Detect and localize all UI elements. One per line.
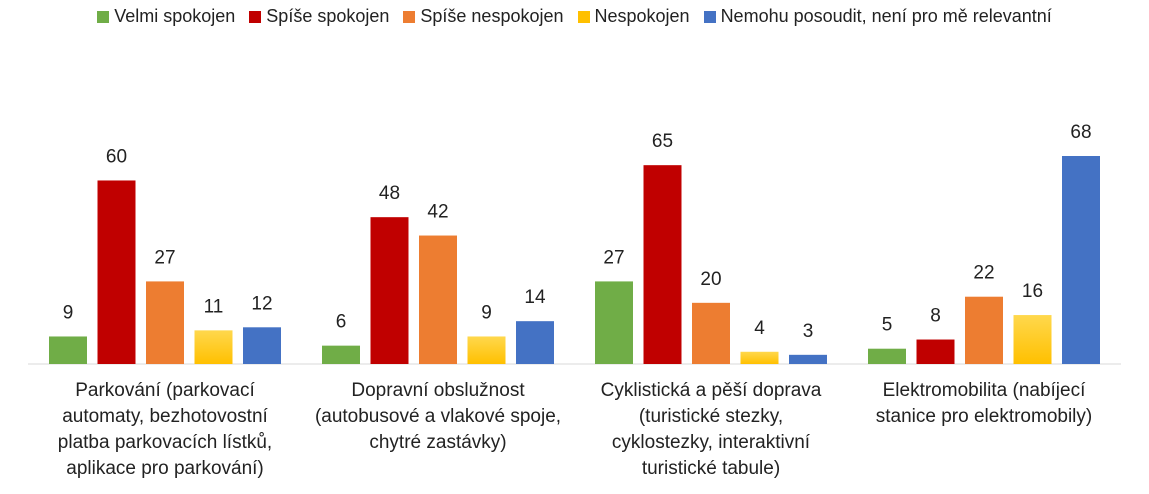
- legend-label: Velmi spokojen: [114, 6, 236, 26]
- x-tick-label: Parkování (parkovací automaty, bezhotovo…: [57, 380, 273, 479]
- bar: [370, 217, 409, 364]
- bar: [740, 351, 779, 364]
- bar: [322, 345, 360, 364]
- legend-swatch: [97, 10, 110, 23]
- bar: [1062, 156, 1100, 364]
- bar: [965, 296, 1003, 364]
- legend-swatch: [577, 10, 590, 23]
- data-label: 11: [204, 296, 224, 317]
- bar: [692, 302, 730, 364]
- bar: [243, 327, 281, 364]
- data-label: 42: [427, 202, 448, 223]
- bar: [467, 336, 506, 364]
- legend-item: Velmi spokojen: [97, 6, 235, 27]
- legend-label: Spíše nespokojen: [420, 6, 564, 26]
- legend-swatch: [403, 10, 416, 23]
- data-label: 20: [700, 269, 721, 290]
- legend-item: Nemohu posoudit, není pro mě relevantní: [703, 6, 1052, 27]
- bar: [916, 339, 955, 364]
- legend: Velmi spokojen Spíše spokojen Spíše nespok…: [0, 6, 1149, 27]
- data-label: 27: [603, 247, 624, 268]
- data-label: 12: [251, 293, 272, 314]
- x-tick-label: Cyklistická a pěší doprava (turistické s…: [600, 380, 822, 479]
- data-label: 22: [973, 263, 994, 284]
- data-label: 8: [930, 306, 941, 327]
- bar: [868, 348, 906, 364]
- legend-item: Nespokojen: [577, 6, 690, 27]
- data-label: 3: [803, 321, 814, 342]
- data-label: 5: [882, 315, 893, 336]
- bar: [516, 321, 554, 364]
- data-label: 27: [154, 247, 175, 268]
- bar: [194, 330, 233, 364]
- data-label: 16: [1022, 281, 1043, 302]
- bar: [49, 336, 87, 364]
- legend-swatch: [249, 10, 262, 23]
- data-label: 14: [524, 287, 546, 308]
- bar: [595, 281, 633, 364]
- bar: [146, 281, 184, 364]
- bar: [97, 180, 136, 364]
- bar: [789, 354, 827, 364]
- legend-label: Nemohu posoudit, není pro mě relevantní: [720, 6, 1052, 26]
- bar: [419, 235, 457, 364]
- x-tick-label: Elektromobilita (nabíjecí stanice pro el…: [875, 380, 1093, 427]
- data-label: 68: [1070, 122, 1091, 143]
- legend-item: Spíše nespokojen: [403, 6, 564, 27]
- legend-label: Nespokojen: [594, 6, 690, 26]
- bar: [1013, 315, 1052, 364]
- legend-item: Spíše spokojen: [249, 6, 389, 27]
- data-label: 6: [336, 312, 347, 333]
- data-label: 48: [379, 183, 400, 204]
- data-label: 9: [481, 302, 492, 323]
- legend-label: Spíše spokojen: [266, 6, 390, 26]
- data-label: 60: [106, 146, 127, 167]
- legend-swatch: [703, 10, 716, 23]
- data-label: 9: [63, 302, 74, 323]
- x-tick-label: Dopravní obslužnost (autobusové a vlakov…: [314, 380, 562, 453]
- data-label: 65: [652, 131, 673, 152]
- data-label: 4: [754, 318, 765, 339]
- bar: [643, 165, 682, 364]
